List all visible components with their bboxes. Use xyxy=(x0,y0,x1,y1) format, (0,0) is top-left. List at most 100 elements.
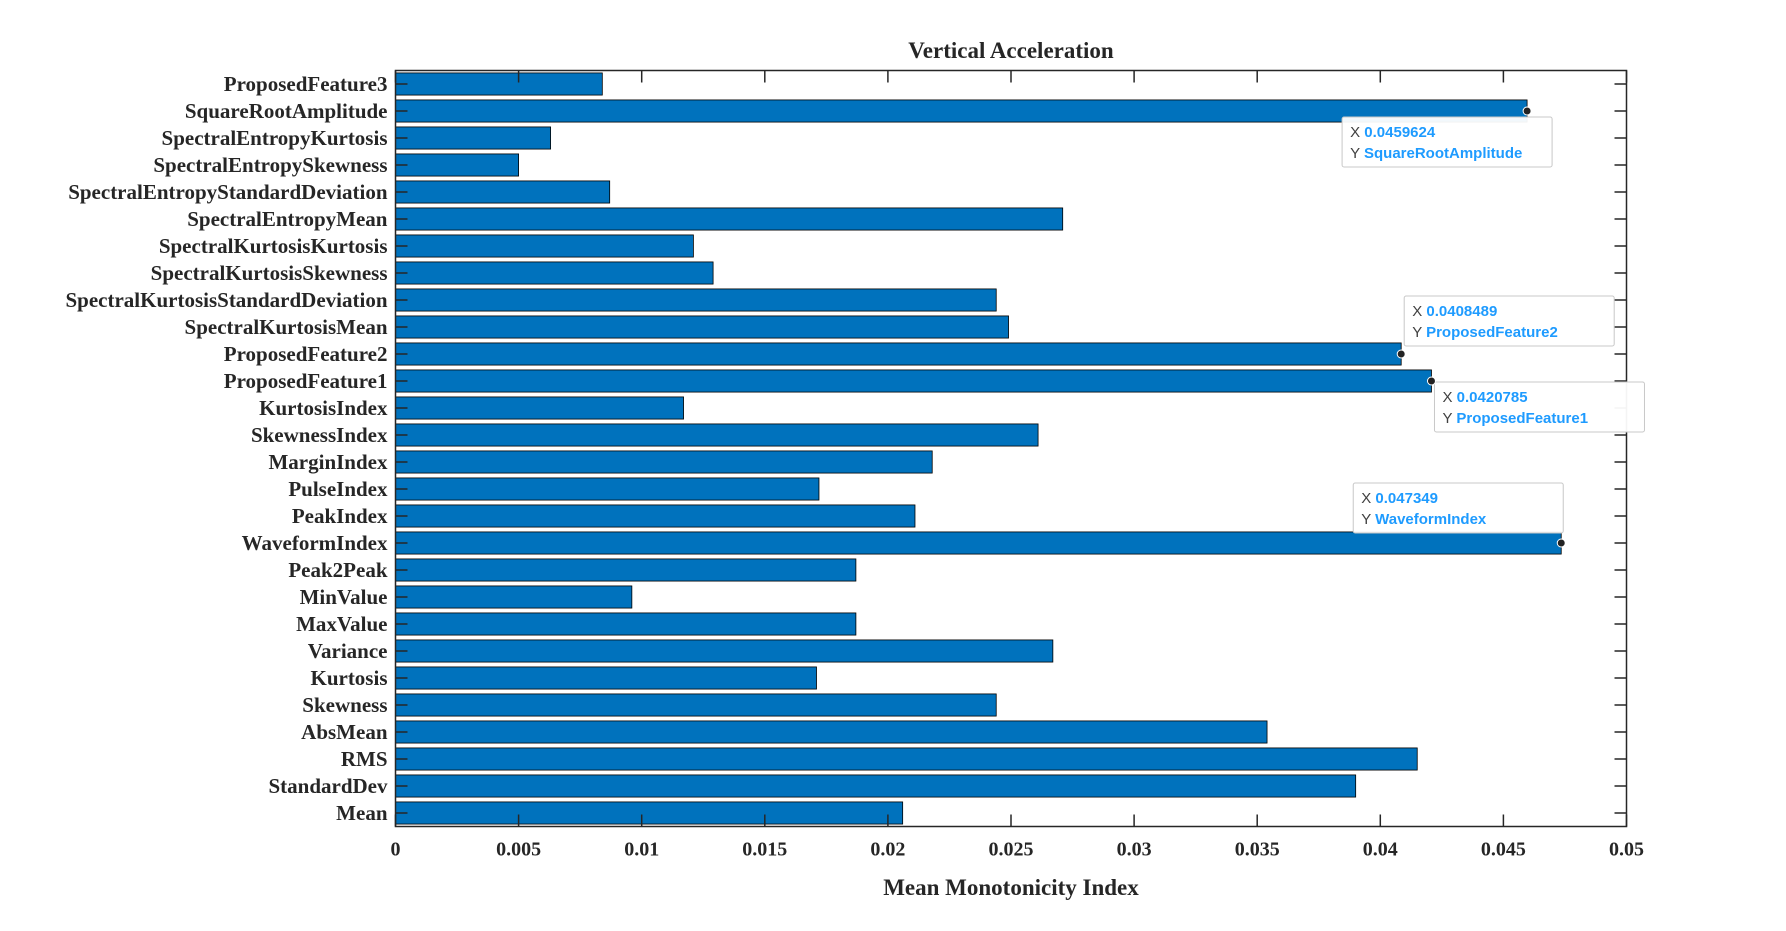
category-label-pulseindex: PulseIndex xyxy=(288,477,388,501)
datatip-y-row: Y WaveformIndex xyxy=(1361,511,1487,528)
bar-skewness xyxy=(395,693,997,717)
bars-group xyxy=(395,72,1562,825)
datatip-y-value: SquareRootAmplitude xyxy=(1364,145,1522,162)
datatip-box xyxy=(1403,295,1615,347)
datatip-x-value: 0.047349 xyxy=(1375,490,1438,507)
category-label-minvalue: MinValue xyxy=(300,585,388,609)
bar-spectralkurtosiskurtosis xyxy=(395,234,694,258)
bar-standarddev xyxy=(395,774,1357,798)
datatip-box xyxy=(1352,482,1564,534)
bar-proposedfeature1 xyxy=(395,369,1432,393)
x-tick-labels: 0 0.005 0.01 0.015 0.02 0.025 0.03 0.035 0.04 0.0… xyxy=(391,839,1645,861)
x-tick-label: 0.02 xyxy=(870,839,905,861)
bar-spectralkurtosisstandarddeviation xyxy=(395,288,997,312)
bar-spectralkurtosisskewness xyxy=(395,261,714,285)
category-labels: ProposedFeature3 SquareRootAmplitude Spect… xyxy=(65,72,388,825)
chart-title: Vertical Acceleration xyxy=(908,38,1114,63)
datatip-y-row: Y ProposedFeature1 xyxy=(1442,410,1588,427)
x-tick-label: 0.04 xyxy=(1363,839,1398,861)
category-label-maxvalue: MaxValue xyxy=(296,612,387,636)
x-tick-label: 0.035 xyxy=(1235,839,1280,861)
bar-marginindex xyxy=(395,450,933,474)
datatip-squarerootamplitude[interactable]: X 0.0459624 Y SquareRootAmplitude xyxy=(1341,106,1553,168)
bar-spectralentropykurtosis xyxy=(395,126,552,150)
datatip-x-prefix: X xyxy=(1412,303,1426,320)
category-label-kurtosis: Kurtosis xyxy=(310,666,387,690)
category-label-mean: Mean xyxy=(336,801,388,825)
datatip-x-prefix: X xyxy=(1350,124,1364,141)
category-label-spectralkurtosisstandarddeviation: SpectralKurtosisStandardDeviation xyxy=(65,288,387,312)
bar-spectralkurtosismean xyxy=(395,315,1009,339)
datatip-proposedfeature1[interactable]: X 0.0420785 Y ProposedFeature1 xyxy=(1426,376,1645,433)
datatip-x-value: 0.0459624 xyxy=(1364,124,1436,141)
bar-proposedfeature2 xyxy=(395,342,1402,366)
category-label-spectralentropyskewness: SpectralEntropySkewness xyxy=(153,153,387,177)
x-tick-label: 0 xyxy=(391,839,401,861)
category-label-kurtosisindex: KurtosisIndex xyxy=(259,396,388,420)
x-tick-label: 0.05 xyxy=(1609,839,1644,861)
category-label-squarerootamplitude: SquareRootAmplitude xyxy=(185,99,388,123)
bar-proposedfeature3 xyxy=(395,72,603,96)
bar-variance xyxy=(395,639,1054,663)
bar-minvalue xyxy=(395,585,633,609)
category-label-spectralkurtosismean: SpectralKurtosisMean xyxy=(185,315,388,339)
bar-kurtosis xyxy=(395,666,817,690)
datatip-marker[interactable] xyxy=(1556,538,1566,548)
bar-peak2peak xyxy=(395,558,857,582)
x-tick-label: 0.015 xyxy=(742,839,787,861)
category-label-spectralkurtosiskurtosis: SpectralKurtosisKurtosis xyxy=(159,234,388,258)
datatip-y-prefix: Y xyxy=(1361,511,1375,528)
bar-absmean xyxy=(395,720,1268,744)
x-axis-label: Mean Monotonicity Index xyxy=(883,875,1139,900)
category-label-spectralentropymean: SpectralEntropyMean xyxy=(187,207,388,231)
datatip-x-row: X 0.0459624 xyxy=(1350,124,1436,141)
category-label-peakindex: PeakIndex xyxy=(292,504,388,528)
datatips-group: X 0.0459624 Y SquareRootAmplitude X 0.0408… xyxy=(1341,106,1645,548)
category-label-proposedfeature3: ProposedFeature3 xyxy=(224,72,388,96)
datatip-y-value: WaveformIndex xyxy=(1375,511,1487,528)
datatip-x-prefix: X xyxy=(1361,490,1375,507)
x-tick-label: 0.025 xyxy=(989,839,1034,861)
category-label-skewnessindex: SkewnessIndex xyxy=(251,423,388,447)
bar-mean xyxy=(395,801,904,825)
datatip-x-row: X 0.0420785 xyxy=(1442,389,1527,406)
category-label-variance: Variance xyxy=(308,639,388,663)
datatip-x-row: X 0.047349 xyxy=(1361,490,1438,507)
datatip-marker[interactable] xyxy=(1426,376,1436,386)
bar-rms xyxy=(395,747,1418,771)
category-label-spectralkurtosisskewness: SpectralKurtosisSkewness xyxy=(151,261,388,285)
category-label-proposedfeature2: ProposedFeature2 xyxy=(224,342,388,366)
datatip-marker[interactable] xyxy=(1396,349,1406,359)
datatip-box xyxy=(1433,381,1645,433)
bar-skewnessindex xyxy=(395,423,1039,447)
bar-spectralentropymean xyxy=(395,207,1064,231)
category-label-peak2peak: Peak2Peak xyxy=(288,558,387,582)
category-label-standarddev: StandardDev xyxy=(268,774,388,798)
datatip-x-value: 0.0420785 xyxy=(1457,389,1528,406)
bar-waveformindex xyxy=(395,531,1562,555)
datatip-y-value: ProposedFeature1 xyxy=(1456,410,1588,427)
category-label-absmean: AbsMean xyxy=(301,720,388,744)
x-tick-label: 0.045 xyxy=(1481,839,1526,861)
category-label-spectralentropykurtosis: SpectralEntropyKurtosis xyxy=(162,126,388,150)
x-tick-label: 0.005 xyxy=(496,839,541,861)
category-label-waveformindex: WaveformIndex xyxy=(242,531,388,555)
x-tick-label: 0.01 xyxy=(624,839,659,861)
datatip-y-value: ProposedFeature2 xyxy=(1426,324,1558,341)
bar-spectralentropyskewness xyxy=(395,153,519,177)
datatip-y-prefix: Y xyxy=(1412,324,1426,341)
bar-pulseindex xyxy=(395,477,820,501)
datatip-box xyxy=(1341,116,1553,168)
x-tick-label: 0.03 xyxy=(1117,839,1152,861)
bar-maxvalue xyxy=(395,612,857,636)
plot-area-frame xyxy=(394,69,1628,828)
datatip-y-row: Y SquareRootAmplitude xyxy=(1350,145,1522,162)
category-label-marginindex: MarginIndex xyxy=(268,450,388,474)
datatip-marker[interactable] xyxy=(1522,106,1532,116)
bar-spectralentropystandarddeviation xyxy=(395,180,611,204)
category-label-rms: RMS xyxy=(341,747,388,771)
